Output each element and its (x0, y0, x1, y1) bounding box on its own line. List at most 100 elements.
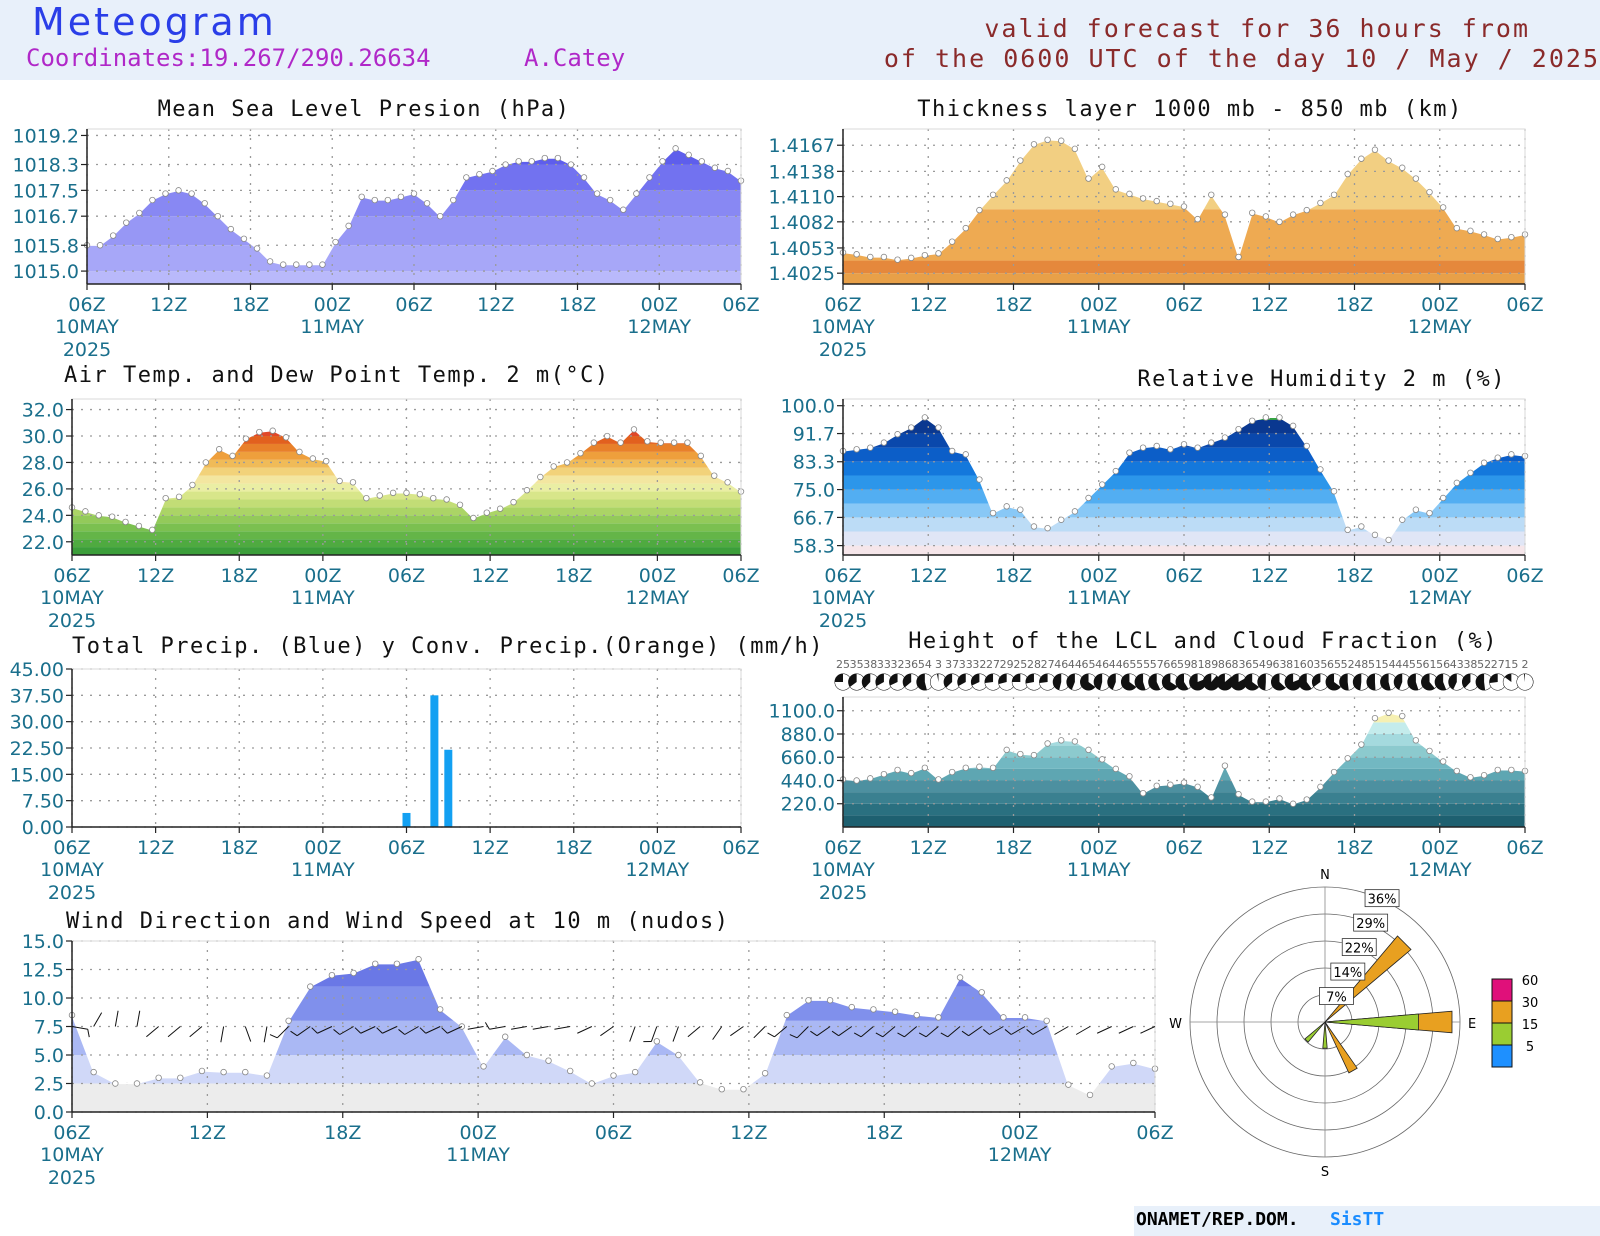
data-point (1235, 425, 1242, 433)
wind-barb (796, 1026, 809, 1039)
data-point (1167, 781, 1174, 788)
cloud-fraction-label: 46 (1054, 658, 1068, 671)
data-point (826, 997, 834, 1004)
data-point (1126, 773, 1133, 780)
data-point (1344, 170, 1351, 178)
y-tick-label: 1100.0 (769, 701, 835, 723)
data-point (617, 439, 624, 446)
x-tick-label: 12Z (137, 565, 174, 587)
wind-barb-flag (290, 1030, 298, 1037)
data-point (177, 1074, 184, 1081)
data-point (962, 451, 969, 458)
precip-bar (430, 695, 439, 827)
rh-bands (843, 417, 1525, 555)
temp-bands (72, 429, 741, 555)
data-point (867, 253, 874, 261)
cloud-fraction-label: 32 (972, 658, 986, 671)
page-title: Meteogram (32, 0, 277, 44)
data-point (880, 439, 888, 446)
data-point (1412, 737, 1420, 744)
data-point (450, 196, 457, 204)
data-point (198, 1067, 206, 1075)
data-point (1453, 767, 1460, 775)
wind-barb-flag (810, 1030, 818, 1037)
data-point (1112, 186, 1119, 193)
data-point (1467, 469, 1474, 477)
data-point (1058, 737, 1065, 744)
data-point (853, 777, 860, 784)
wind-barb (968, 1026, 983, 1037)
x-tick-label: 06Z (722, 565, 759, 587)
x-tick-label: 00Z (304, 837, 341, 859)
data-point (1071, 508, 1079, 515)
temp-grid (71, 399, 742, 555)
data-point (989, 191, 997, 198)
wind-rose: N E S W 7% 14% 22% 29% 36% (1169, 868, 1476, 1180)
wind-barb (220, 1026, 225, 1043)
color-band (843, 489, 1525, 504)
data-point (1003, 503, 1010, 510)
data-point (229, 452, 236, 460)
cloud-cover-clear (1211, 674, 1217, 682)
data-point (1085, 746, 1092, 754)
data-point (483, 509, 490, 516)
data-point (1330, 768, 1338, 776)
data-point (175, 493, 183, 501)
data-point (345, 222, 352, 230)
cloud-fraction-label: 38 (1463, 658, 1477, 671)
data-point (1194, 215, 1201, 223)
data-point (1494, 454, 1501, 461)
x-date-label: 11MAY (300, 316, 364, 338)
cloud-cover-clear (1516, 674, 1533, 691)
data-point (389, 489, 397, 497)
y-tick-label: 30.00 (10, 712, 64, 734)
data-point (550, 463, 557, 470)
mslp-grid (86, 129, 742, 284)
x-date-label: 10MAY (811, 316, 875, 338)
data-point (1017, 506, 1024, 513)
data-point (921, 764, 929, 772)
wind-barb (114, 1010, 119, 1027)
data-point (1021, 1014, 1029, 1021)
wind-rose-legend: 60 30 15 5 (1491, 974, 1538, 1068)
data-point (263, 1072, 271, 1079)
x-date-label: 11MAY (1067, 316, 1131, 338)
ring-label-box (1353, 913, 1389, 932)
data-point (1358, 155, 1365, 162)
cloud-fraction-label: 44 (1109, 658, 1123, 671)
x-tick-label: 12Z (1251, 294, 1288, 316)
x-tick-label: 18Z (1336, 294, 1373, 316)
data-point (189, 481, 196, 489)
data-point (1508, 451, 1515, 458)
data-point (242, 1068, 249, 1076)
wind-barb (71, 1026, 88, 1030)
precip-bar (444, 749, 453, 827)
data-point (1276, 414, 1283, 421)
color-band (72, 959, 1155, 987)
data-point (921, 414, 929, 421)
cloud-fraction-label: 54 (1382, 658, 1396, 671)
x-tick-label: 00Z (1421, 565, 1458, 587)
cloud-cover-clear (1012, 674, 1029, 690)
color-band (87, 148, 741, 165)
data-point (653, 1038, 661, 1045)
wind-barb-flag (333, 1029, 341, 1035)
data-point (566, 1067, 574, 1075)
wind-barb-flag (311, 1027, 318, 1034)
y-tick-label: 1.4138 (769, 161, 835, 183)
data-point (610, 1072, 617, 1079)
wind-barb (1032, 1026, 1047, 1035)
footer-brand-label: SisTT (1330, 1209, 1385, 1230)
temp-title: Air Temp. and Dew Point Temp. 2 m(°C) (64, 363, 610, 388)
data-point (1071, 738, 1079, 745)
wind-barb (339, 1026, 354, 1035)
coordinates-label: Coordinates:19.267/290.26634 (26, 44, 431, 72)
rh-points (839, 414, 1529, 544)
data-point (1194, 444, 1201, 451)
x-date-label: 12MAY (627, 316, 691, 338)
cloud-fraction-label: 35 (850, 658, 864, 671)
x-tick-label: 00Z (314, 294, 351, 316)
data-point (1289, 800, 1297, 807)
x-tick-label: 12Z (1251, 565, 1288, 587)
x-date-label: 12MAY (1408, 859, 1472, 881)
